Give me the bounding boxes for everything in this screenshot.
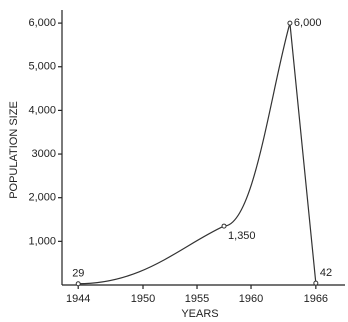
x-tick-label: 1960	[239, 293, 263, 305]
data-label: 29	[72, 268, 84, 280]
data-point	[221, 223, 227, 229]
y-tick-label: 3000	[32, 148, 56, 160]
data-point	[75, 281, 81, 287]
y-axis-label: POPULATION SIZE	[8, 101, 20, 199]
x-tick-label: 1966	[304, 293, 328, 305]
y-tick-label: 6,000	[28, 17, 56, 29]
data-point	[313, 280, 319, 286]
data-point	[287, 20, 293, 26]
x-tick-label: 1944	[66, 293, 90, 305]
y-tick-label: 2,000	[28, 192, 56, 204]
data-label: 6,000	[294, 17, 322, 29]
data-label: 1,350	[228, 230, 256, 242]
data-label: 42	[320, 267, 332, 279]
x-axis-label: YEARS	[181, 308, 218, 320]
data-line	[78, 22, 317, 285]
y-tick-label: 5,000	[28, 61, 56, 73]
y-tick-label: 4,000	[28, 104, 56, 116]
y-tick-label: 1,000	[28, 235, 56, 247]
x-tick-label: 1955	[185, 293, 209, 305]
x-tick-label: 1950	[131, 293, 155, 305]
